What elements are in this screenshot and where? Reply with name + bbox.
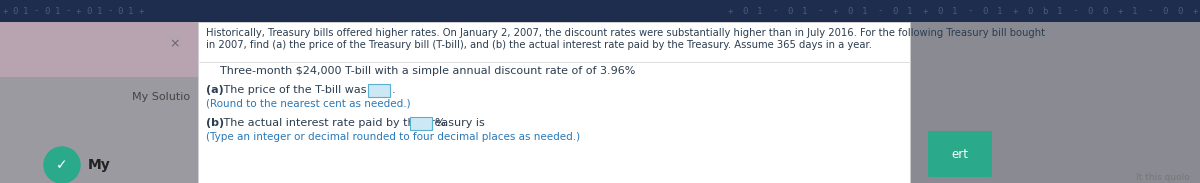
Text: 0: 0 bbox=[787, 7, 793, 16]
Text: Historically, Treasury bills offered higher rates. On January 2, 2007, the disco: Historically, Treasury bills offered hig… bbox=[206, 28, 1045, 38]
FancyBboxPatch shape bbox=[928, 131, 992, 177]
Text: 0: 0 bbox=[1087, 7, 1093, 16]
Text: -: - bbox=[773, 7, 778, 16]
Circle shape bbox=[44, 147, 80, 183]
Bar bbox=[0, 22, 198, 77]
Text: (Round to the nearest cent as needed.): (Round to the nearest cent as needed.) bbox=[206, 98, 410, 108]
Text: 1: 1 bbox=[953, 7, 958, 16]
Text: 0: 0 bbox=[1163, 7, 1168, 16]
Text: ×: × bbox=[169, 38, 180, 51]
Bar bbox=[910, 22, 1200, 183]
Text: 0: 0 bbox=[44, 7, 49, 16]
Text: -: - bbox=[65, 7, 71, 16]
Text: in 2007, find (a) the price of the Treasury bill (T-bill), and (b) the actual in: in 2007, find (a) the price of the Treas… bbox=[206, 40, 872, 50]
Text: +: + bbox=[1013, 7, 1018, 16]
Text: +: + bbox=[76, 7, 82, 16]
Text: (Type an integer or decimal rounded to four decimal places as needed.): (Type an integer or decimal rounded to f… bbox=[206, 132, 580, 142]
Text: 1: 1 bbox=[863, 7, 868, 16]
Text: 1: 1 bbox=[23, 7, 29, 16]
Text: +: + bbox=[1193, 7, 1198, 16]
Text: -: - bbox=[817, 7, 823, 16]
Text: +: + bbox=[727, 7, 733, 16]
Text: -: - bbox=[1147, 7, 1153, 16]
Bar bbox=[910, 22, 1200, 183]
Text: 1: 1 bbox=[97, 7, 102, 16]
Text: 1: 1 bbox=[1057, 7, 1063, 16]
Text: 1: 1 bbox=[55, 7, 60, 16]
Text: -: - bbox=[1073, 7, 1078, 16]
Text: ✓: ✓ bbox=[56, 158, 68, 172]
Text: 1: 1 bbox=[803, 7, 808, 16]
Bar bbox=[368, 83, 390, 96]
Text: 0: 0 bbox=[937, 7, 943, 16]
Text: 0: 0 bbox=[118, 7, 124, 16]
Bar bbox=[0, 77, 198, 183]
Text: 1: 1 bbox=[1133, 7, 1138, 16]
Text: +: + bbox=[833, 7, 838, 16]
Text: 0: 0 bbox=[1103, 7, 1108, 16]
Text: .: . bbox=[392, 85, 396, 95]
Text: 1: 1 bbox=[997, 7, 1003, 16]
Bar bbox=[0, 77, 198, 183]
Text: 0: 0 bbox=[847, 7, 853, 16]
Bar bbox=[0, 0, 1200, 22]
Text: +: + bbox=[139, 7, 144, 16]
Text: +: + bbox=[923, 7, 928, 16]
Text: +: + bbox=[2, 7, 7, 16]
Text: 0: 0 bbox=[983, 7, 988, 16]
Text: 1: 1 bbox=[128, 7, 133, 16]
Text: 0: 0 bbox=[743, 7, 748, 16]
Text: The actual interest rate paid by the Treasury is: The actual interest rate paid by the Tre… bbox=[220, 118, 488, 128]
Text: (a): (a) bbox=[206, 85, 223, 95]
Text: Three-month $24,000 T-bill with a simple annual discount rate of of 3.96%: Three-month $24,000 T-bill with a simple… bbox=[206, 66, 635, 76]
Text: -: - bbox=[967, 7, 973, 16]
Text: b: b bbox=[1043, 7, 1048, 16]
Text: It this quolo: It this quolo bbox=[1136, 173, 1190, 182]
Text: 1: 1 bbox=[907, 7, 913, 16]
Text: ert: ert bbox=[952, 147, 968, 160]
Text: -: - bbox=[34, 7, 40, 16]
Text: 0: 0 bbox=[893, 7, 898, 16]
Text: The price of the T-bill was $: The price of the T-bill was $ bbox=[220, 85, 377, 95]
Text: 0: 0 bbox=[86, 7, 91, 16]
Text: (b): (b) bbox=[206, 118, 224, 128]
Bar bbox=[410, 117, 432, 130]
Text: -: - bbox=[877, 7, 883, 16]
Text: -: - bbox=[107, 7, 113, 16]
Text: +: + bbox=[1117, 7, 1123, 16]
Text: %.: %. bbox=[434, 118, 449, 128]
Text: 0: 0 bbox=[13, 7, 18, 16]
Text: 0: 0 bbox=[1027, 7, 1033, 16]
Text: 1: 1 bbox=[757, 7, 763, 16]
Bar bbox=[198, 22, 910, 183]
Text: 0: 0 bbox=[1177, 7, 1183, 16]
Text: My Solutio: My Solutio bbox=[132, 92, 190, 102]
Text: My: My bbox=[88, 158, 110, 172]
